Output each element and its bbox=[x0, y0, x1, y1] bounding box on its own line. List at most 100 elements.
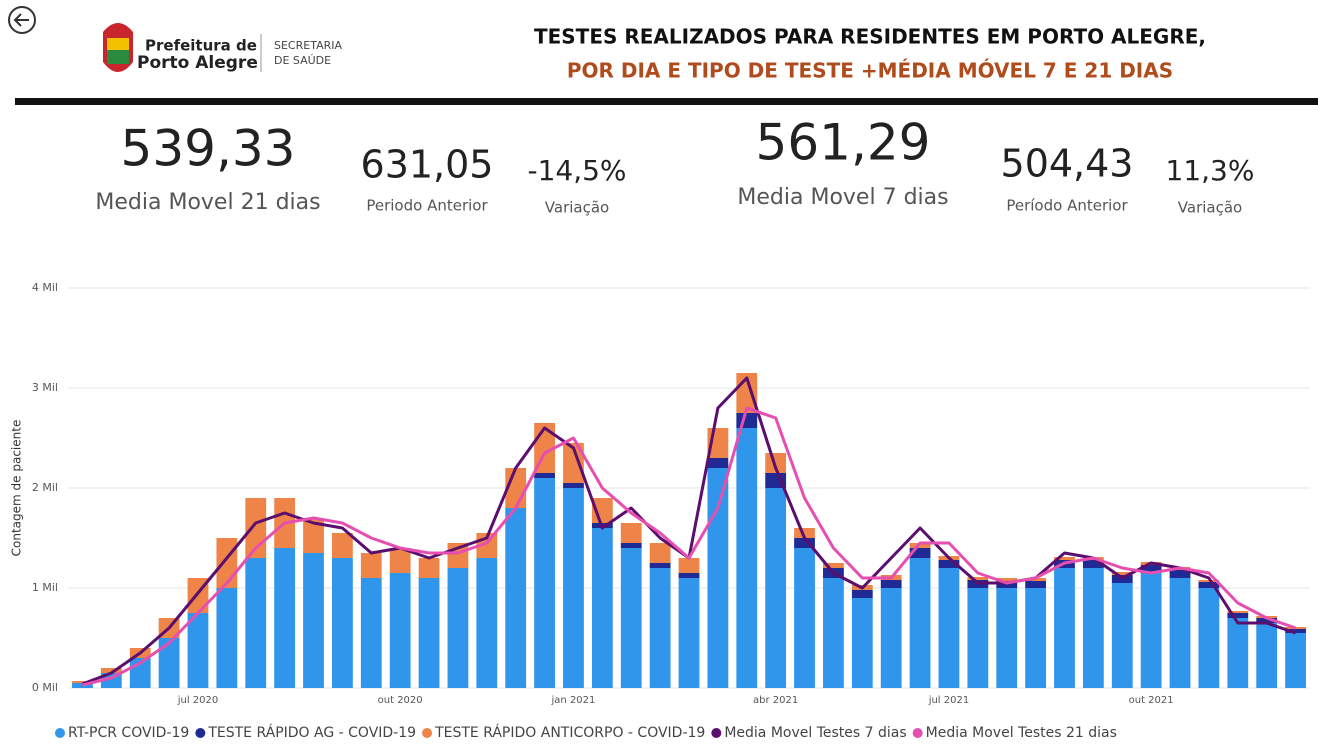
bar-segment bbox=[1111, 583, 1133, 688]
back-button[interactable] bbox=[8, 6, 36, 34]
legend-marker bbox=[422, 728, 433, 738]
bar-segment bbox=[736, 413, 758, 428]
bar-segment bbox=[880, 580, 902, 588]
bar-segment bbox=[1169, 570, 1191, 578]
bar-segment bbox=[851, 590, 873, 598]
bar-segment bbox=[360, 578, 382, 688]
kpi-label: Media Movel 7 dias bbox=[737, 185, 948, 210]
logo-text: Prefeitura de bbox=[145, 37, 257, 55]
y-tick-label: 2 Mil bbox=[32, 481, 58, 494]
bar-segment bbox=[476, 558, 498, 688]
divider bbox=[15, 98, 1318, 105]
bar-segment bbox=[505, 508, 527, 688]
legend-label: Media Movel Testes 7 dias bbox=[724, 725, 906, 741]
bar-segment bbox=[360, 553, 382, 578]
legend-label: TESTE RÁPIDO ANTICORPO - COVID-19 bbox=[434, 724, 705, 741]
bar-segment bbox=[1256, 623, 1278, 688]
bar-segment bbox=[823, 578, 844, 688]
bar-segment bbox=[534, 473, 555, 478]
bar-segment bbox=[1285, 629, 1306, 633]
bar-segment bbox=[794, 528, 815, 538]
bar-segment bbox=[996, 581, 1018, 588]
bar-segment bbox=[736, 428, 758, 688]
bar-segment bbox=[707, 468, 729, 688]
x-tick-label: out 2021 bbox=[1129, 695, 1174, 706]
kpi-value: -14,5% bbox=[527, 154, 626, 187]
bar-segment bbox=[563, 483, 584, 488]
bar-segment bbox=[1227, 618, 1249, 688]
bar-segment bbox=[591, 528, 613, 688]
bar-segment bbox=[678, 558, 700, 573]
bar-segment bbox=[303, 518, 324, 553]
kpi-value: 504,43 bbox=[1001, 142, 1134, 186]
kpi-label: Media Movel 21 dias bbox=[95, 190, 320, 215]
kpi-label: Período Anterior bbox=[1006, 197, 1128, 215]
bar-segment bbox=[823, 563, 844, 568]
x-tick-label: out 2020 bbox=[378, 695, 423, 706]
title: TESTES REALIZADOS PARA RESIDENTES EM POR… bbox=[534, 25, 1206, 49]
bar-segment bbox=[996, 588, 1018, 688]
bar-segment bbox=[1082, 560, 1104, 568]
legend-label: Media Movel Testes 21 dias bbox=[926, 725, 1117, 741]
bar-segment bbox=[620, 523, 642, 543]
bar-segment bbox=[158, 638, 180, 688]
bar-segment bbox=[938, 560, 960, 568]
bar-segment bbox=[331, 558, 353, 688]
bar-segment bbox=[1198, 582, 1220, 588]
bar-segment bbox=[1227, 613, 1249, 618]
legend-marker bbox=[55, 728, 65, 738]
bar-segment bbox=[1025, 588, 1047, 688]
legend-label: RT-PCR COVID-19 bbox=[68, 725, 189, 741]
x-tick-label: jan 2021 bbox=[551, 695, 596, 706]
moving-average-line bbox=[82, 406, 1297, 687]
bar-segment bbox=[938, 568, 960, 688]
bar-segment bbox=[1140, 573, 1162, 688]
bar-segment bbox=[389, 548, 411, 573]
bar-segment bbox=[1169, 578, 1191, 688]
legend-marker bbox=[912, 728, 923, 738]
bar-segment bbox=[72, 683, 93, 688]
bar-segment bbox=[967, 577, 989, 580]
kpi-value: 631,05 bbox=[361, 143, 494, 187]
bar-segment bbox=[274, 548, 296, 688]
bar-segment bbox=[418, 558, 440, 578]
bar-segment bbox=[447, 568, 469, 688]
bar-segment bbox=[678, 578, 700, 688]
bar-segment bbox=[620, 543, 642, 548]
bar-segment bbox=[389, 573, 411, 688]
bar-segment bbox=[1111, 572, 1133, 575]
bar-segment bbox=[1054, 568, 1075, 688]
bar-segment bbox=[331, 533, 353, 558]
bar-segment bbox=[649, 563, 671, 568]
bar-segment bbox=[418, 578, 440, 688]
bar-segment bbox=[996, 578, 1018, 581]
bar-segment bbox=[678, 573, 700, 578]
legend-marker bbox=[711, 728, 722, 738]
subtitle: POR DIA E TIPO DE TESTE +MÉDIA MÓVEL 7 E… bbox=[567, 59, 1173, 83]
legend-label: TESTE RÁPIDO AG - COVID-19 bbox=[207, 724, 416, 741]
kpi-value: 561,29 bbox=[756, 114, 931, 172]
dept-text: SECRETARIA bbox=[274, 39, 342, 52]
y-tick-label: 1 Mil bbox=[32, 581, 58, 594]
y-tick-label: 0 Mil bbox=[32, 681, 58, 694]
kpi-label: Periodo Anterior bbox=[366, 197, 488, 215]
bar-segment bbox=[1140, 565, 1162, 573]
bar-segment bbox=[1082, 568, 1104, 688]
x-tick-label: jul 2020 bbox=[177, 695, 219, 706]
bar-segment bbox=[707, 458, 729, 468]
y-axis-title: Contagem de paciente bbox=[10, 420, 24, 557]
bar-segment bbox=[216, 538, 238, 588]
bar-segment bbox=[1198, 580, 1220, 582]
y-tick-label: 3 Mil bbox=[32, 381, 58, 394]
bar-segment bbox=[245, 558, 267, 688]
x-tick-label: abr 2021 bbox=[753, 695, 798, 706]
logo-text: Porto Alegre bbox=[137, 53, 258, 73]
dept-text: DE SAÚDE bbox=[274, 54, 331, 67]
bar-segment bbox=[303, 553, 324, 688]
bar-segment bbox=[649, 543, 671, 563]
x-tick-label: jul 2021 bbox=[928, 695, 970, 706]
bar-segment bbox=[187, 613, 209, 688]
y-tick-label: 4 Mil bbox=[32, 281, 58, 294]
bar-segment bbox=[909, 543, 931, 548]
kpi-label: Variação bbox=[1178, 199, 1242, 217]
